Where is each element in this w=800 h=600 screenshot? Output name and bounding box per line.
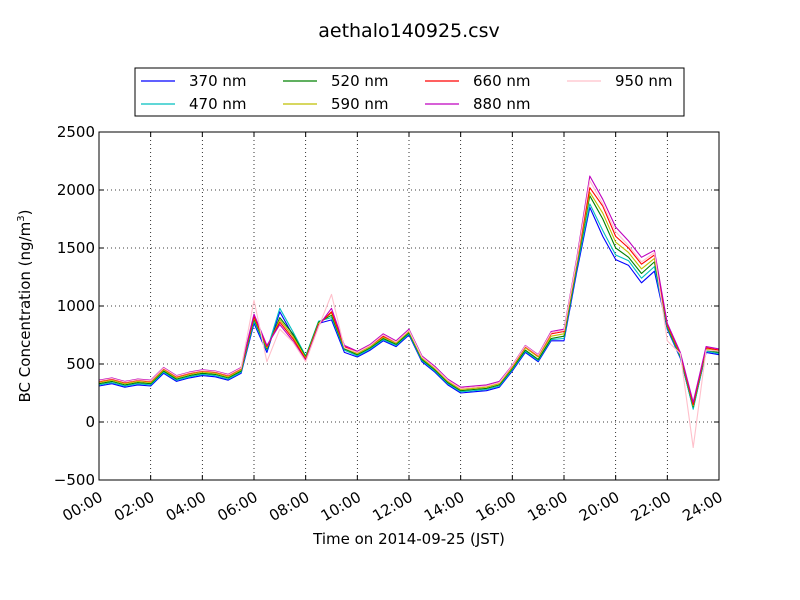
chart-title: aethalo140925.csv xyxy=(318,20,500,42)
x-tick-label: 00:00 xyxy=(59,488,105,525)
data-series xyxy=(98,175,720,449)
legend-entry: 590 nm xyxy=(283,95,389,113)
legend-label: 520 nm xyxy=(331,72,389,90)
legend-label: 950 nm xyxy=(615,72,673,90)
series-line-950-nm xyxy=(98,180,720,449)
legend-label: 880 nm xyxy=(473,95,531,113)
series-line-470-nm xyxy=(98,203,720,410)
x-tick-label: 06:00 xyxy=(214,488,260,525)
x-tick-label: 14:00 xyxy=(421,488,467,525)
legend-label: 470 nm xyxy=(189,95,247,113)
legend-entry: 880 nm xyxy=(425,95,531,113)
legend-entries: 370 nm 470 nm 520 nm 590 nm 660 nm 880 nm 950 … xyxy=(141,72,673,113)
y-tick-label: 0 xyxy=(85,413,95,431)
y-tick-label: 2500 xyxy=(57,123,95,141)
x-tick-label: 08:00 xyxy=(266,488,312,525)
series-line-520-nm xyxy=(98,195,720,408)
legend-entry: 470 nm xyxy=(141,95,247,113)
x-tick-label: 18:00 xyxy=(524,488,570,525)
grid-lines xyxy=(99,132,719,480)
y-tick-label: 1000 xyxy=(57,297,95,315)
y-axis-tick-labels: −500 0 500 1000 1500 2000 2500 xyxy=(54,123,95,489)
legend-box xyxy=(134,67,685,117)
y-tick-label: −500 xyxy=(54,471,95,489)
legend-label: 660 nm xyxy=(473,72,531,90)
y-axis-label-superscript: 3 xyxy=(16,215,27,221)
legend: 370 nm 470 nm 520 nm 590 nm 660 nm 880 nm 950 … xyxy=(134,67,685,117)
y-tick-label: 1500 xyxy=(57,239,95,257)
x-tick-label: 02:00 xyxy=(111,488,157,525)
legend-label: 590 nm xyxy=(331,95,389,113)
legend-label: 370 nm xyxy=(189,72,247,90)
legend-entry: 660 nm xyxy=(425,72,531,90)
legend-entry: 950 nm xyxy=(567,72,673,90)
x-tick-label: 16:00 xyxy=(473,488,519,525)
x-tick-label: 24:00 xyxy=(679,488,725,525)
y-axis-label: BC Concentration (ng/m3) xyxy=(16,210,34,403)
series-line-880-nm xyxy=(98,175,720,403)
y-axis-label-suffix: ) xyxy=(16,210,34,216)
x-tick-label: 12:00 xyxy=(369,488,415,525)
x-axis-label: Time on 2014-09-25 (JST) xyxy=(312,530,505,548)
y-tick-label: 2000 xyxy=(57,181,95,199)
x-tick-label: 20:00 xyxy=(576,488,622,525)
x-tick-label: 22:00 xyxy=(628,488,674,525)
x-tick-label: 04:00 xyxy=(163,488,209,525)
y-axis-label-main: BC Concentration (ng/m xyxy=(16,222,34,403)
x-axis-tick-labels: 00:00 02:00 04:00 06:00 08:00 10:00 12:00 14:00… xyxy=(59,488,725,525)
legend-entry: 520 nm xyxy=(283,72,389,90)
x-tick-label: 10:00 xyxy=(318,488,364,525)
plot-area-frame xyxy=(98,131,720,481)
legend-entry: 370 nm xyxy=(141,72,247,90)
y-tick-label: 500 xyxy=(66,355,95,373)
